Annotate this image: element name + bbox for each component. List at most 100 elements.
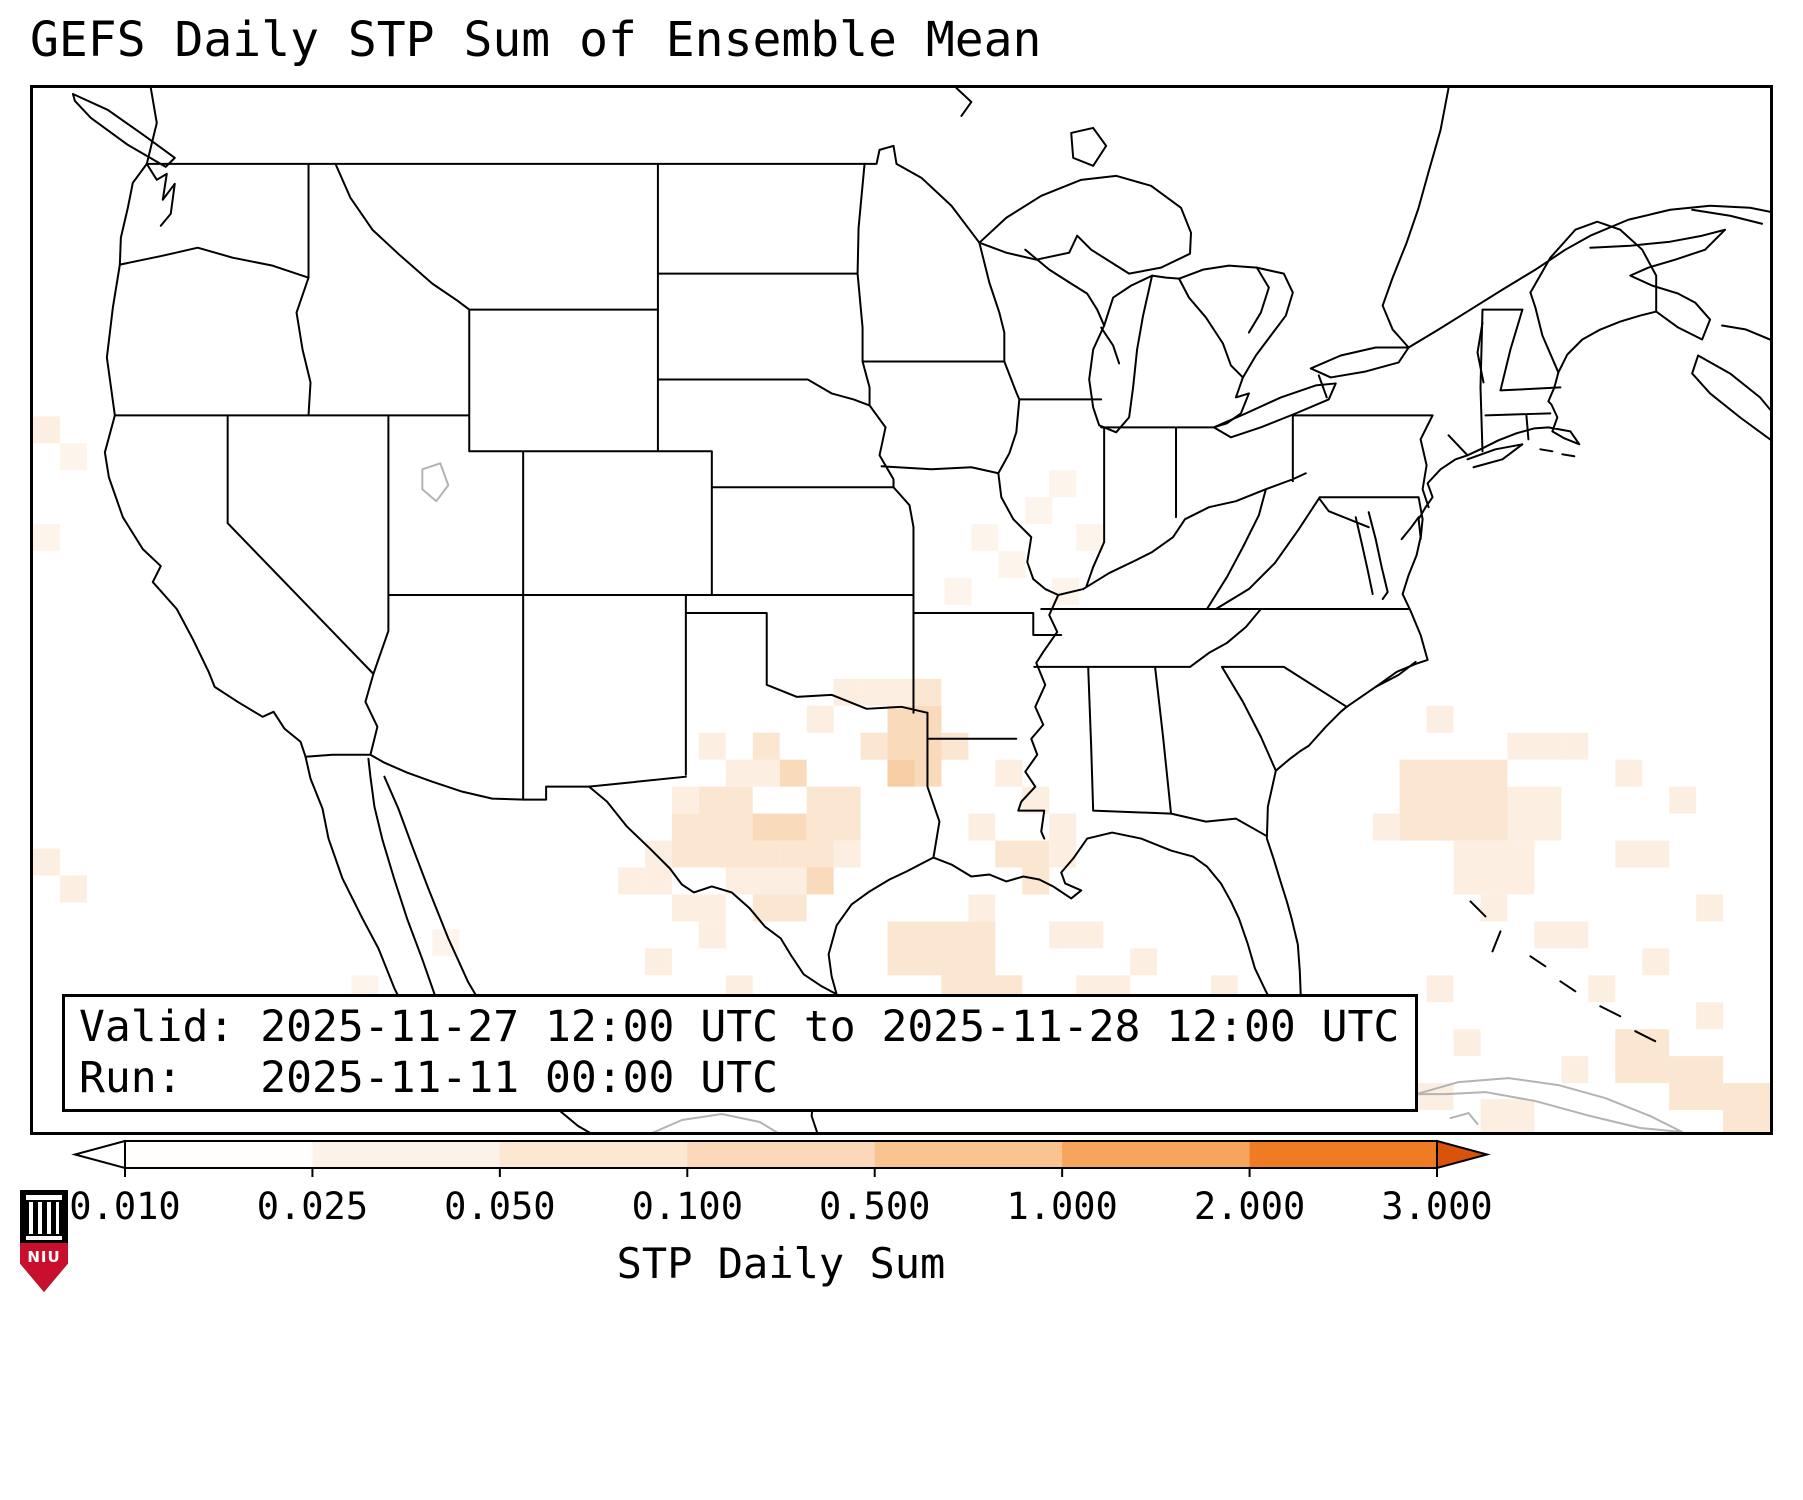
stp-shading-cell <box>833 840 861 868</box>
stp-shading-cell <box>1615 759 1643 787</box>
plot-title: GEFS Daily STP Sum of Ensemble Mean <box>30 12 1042 68</box>
stp-shading-cell <box>1022 867 1050 895</box>
prince-edward-island <box>1721 324 1770 341</box>
stp-shading-cell <box>59 443 87 471</box>
great-salt-lake <box>421 462 450 503</box>
colorbar-tick-labels: 0.010 0.025 0.050 0.100 0.500 1.000 2.000 3.000 <box>69 1185 1492 1233</box>
ottawa-river-quebec-line <box>1381 88 1450 349</box>
colorbar-tick-label: 0.025 <box>256 1185 369 1228</box>
colorbar-segment <box>312 1141 501 1168</box>
nova-scotia-coast <box>1691 354 1770 441</box>
us-west-coast <box>103 88 307 758</box>
stp-shading-cell <box>1696 894 1724 922</box>
state-borders <box>113 162 1658 859</box>
stp-shading-cell <box>33 848 60 876</box>
stp-shading-cell <box>1453 840 1535 895</box>
anticosti-island <box>1691 208 1764 225</box>
stp-shading-cell <box>698 732 726 760</box>
stp-shading-cell <box>1049 921 1104 949</box>
stp-shading-cell <box>1049 813 1077 868</box>
stp-shading-cell <box>644 840 672 895</box>
colorbar-outline <box>124 1140 1438 1169</box>
stp-shading-cell <box>752 732 780 760</box>
colorbar-svg <box>71 1139 1491 1177</box>
colorbar-tick-label: 2.000 <box>1193 1185 1306 1228</box>
stp-shading-cell <box>33 416 60 444</box>
stp-shading-cell <box>617 867 645 895</box>
info-box: Valid: 2025-11-27 12:00 UTC to 2025-11-2… <box>62 994 1418 1112</box>
stp-shading-cell <box>1049 470 1077 498</box>
vancouver-island <box>71 92 176 168</box>
stp-shading-cell <box>779 759 807 787</box>
colorbar-tick-label: 0.100 <box>631 1185 743 1228</box>
lake-champlain <box>1476 321 1485 384</box>
stp-shading-cell <box>1642 948 1670 976</box>
great-lakes <box>978 174 1410 439</box>
colorbar-segment <box>125 1141 313 1168</box>
stp-shading-cell <box>33 524 60 552</box>
stp-shading-cell <box>1669 1056 1724 1111</box>
bahamas-island-dashes <box>1469 900 1657 1043</box>
stp-shading-cell <box>1426 975 1454 1003</box>
lake-huron <box>1178 264 1294 379</box>
stp-shading-cell <box>671 786 699 814</box>
stp-shading-cell <box>1615 840 1670 868</box>
stp-shading-cell <box>752 894 807 922</box>
stp-shading-cell <box>860 678 915 706</box>
st-lawrence-river <box>1407 204 1770 349</box>
us-canada-border <box>145 144 981 244</box>
canada-details <box>955 88 1770 441</box>
stp-shading-cell <box>968 894 996 922</box>
niagara-river <box>1317 374 1328 399</box>
long-island <box>1466 443 1524 469</box>
state-border-lines <box>113 162 1658 859</box>
lake-erie <box>1212 382 1337 439</box>
chesapeake-potomac-details <box>1318 498 1420 688</box>
stp-shading-cell <box>1534 921 1589 949</box>
colorbar-segment <box>1062 1141 1251 1168</box>
stp-shading-cell <box>860 732 888 760</box>
lake-ontario <box>1309 346 1410 379</box>
isla-juventud-coastline <box>1449 1112 1479 1126</box>
colorbar-label: STP Daily Sum <box>616 1239 946 1288</box>
stp-shading-cell <box>941 732 969 760</box>
stp-shading-cell <box>914 678 942 706</box>
manitoba-lakes <box>955 88 973 117</box>
colorbar-tick-label: 0.050 <box>444 1185 556 1228</box>
stp-shading-cell <box>698 786 753 814</box>
stp-shading-cell <box>1615 1029 1670 1084</box>
stp-shading-cell <box>806 705 834 733</box>
stp-shading-cell <box>1669 786 1697 814</box>
stp-shading-cell <box>944 578 972 606</box>
stp-shading-cell <box>1426 705 1454 733</box>
stp-shading-cell <box>1507 732 1562 760</box>
stp-shading-cell <box>752 813 807 841</box>
bahamas-islands <box>1469 900 1657 1043</box>
stp-shading-cell <box>1588 975 1616 1003</box>
stp-shading-cell <box>887 759 915 787</box>
lake-michigan <box>1088 274 1154 434</box>
colorbar-segment <box>1249 1141 1438 1168</box>
stp-shading-cell <box>1130 948 1158 976</box>
stp-shading-cell <box>1025 497 1053 525</box>
yucatan-coastline <box>652 1113 779 1132</box>
colorbar-tick-label: 0.500 <box>819 1185 931 1228</box>
stp-shading-cell <box>971 524 999 552</box>
niu-castle-base-icon <box>26 1236 62 1240</box>
run-line: Run: 2025-11-11 00:00 UTC <box>79 1053 778 1103</box>
colorbar-segment <box>499 1141 688 1168</box>
stp-shading-cell <box>725 759 780 787</box>
stp-shading-cell <box>698 921 726 949</box>
colorbar: 0.010 0.025 0.050 0.100 0.500 1.000 2.000 3.000… <box>69 1139 1493 1288</box>
stp-shading-cell <box>1453 1029 1481 1057</box>
colorbar-tick-label: 3.000 <box>1381 1185 1493 1228</box>
niu-logo: NIU <box>20 1190 68 1292</box>
puget-sound <box>145 162 176 227</box>
valid-line: Valid: 2025-11-27 12:00 UTC to 2025-11-2… <box>79 1002 1400 1052</box>
stp-shading-cell <box>1561 732 1589 760</box>
stp-shading-cell <box>725 867 807 895</box>
coastlines <box>71 88 1658 1132</box>
mexico-border-gulf-east-coast <box>304 310 1658 1021</box>
massachusetts-islands <box>1539 448 1576 458</box>
